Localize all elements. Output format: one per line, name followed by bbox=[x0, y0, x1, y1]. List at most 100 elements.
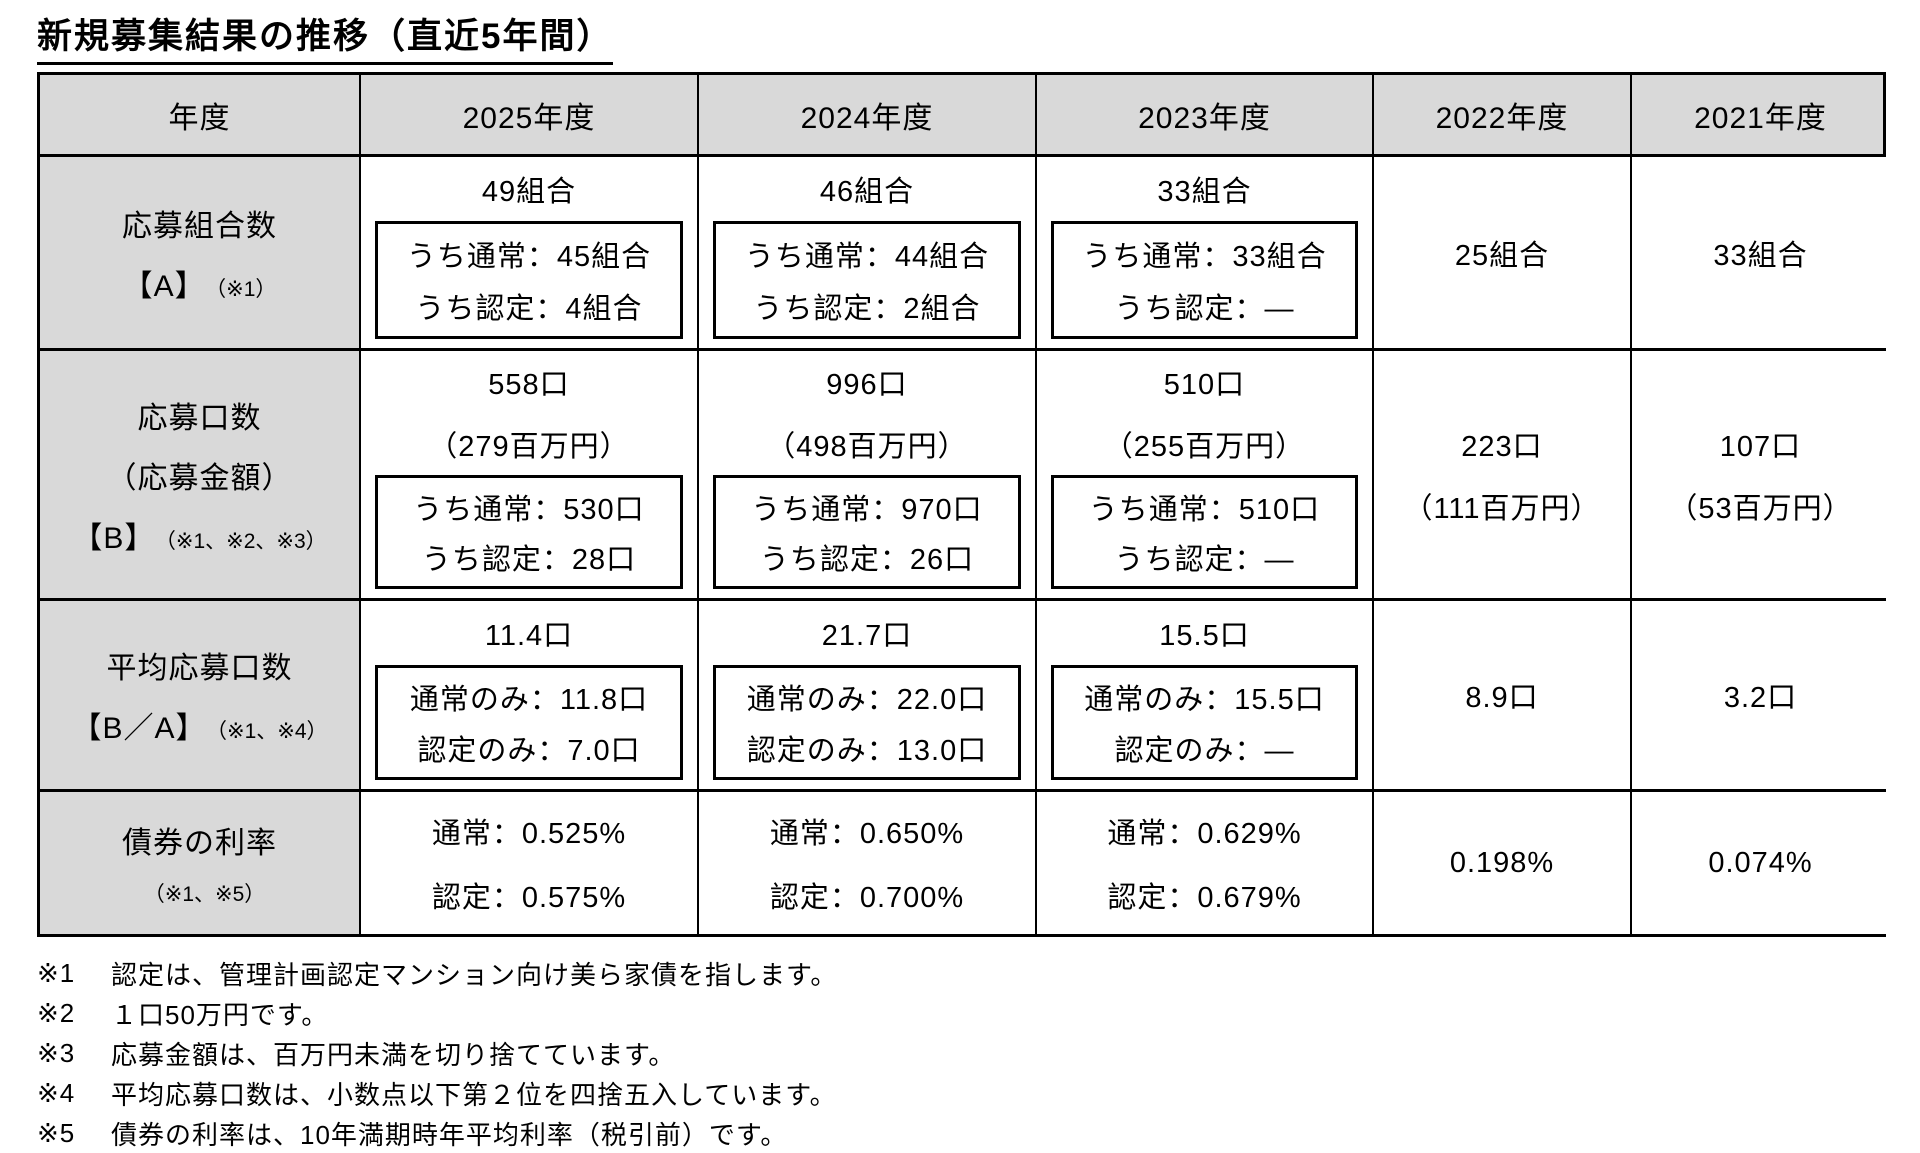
breakdown-certified: うち認定：2組合 bbox=[753, 292, 981, 325]
header-cell-2025: 2025年度 bbox=[361, 75, 699, 154]
breakdown-certified: うち認定：28口 bbox=[421, 544, 637, 576]
breakdown-normal: うち通常：510口 bbox=[1088, 494, 1321, 526]
breakdown-normal: うち通常：44組合 bbox=[744, 241, 990, 274]
footnote-marker: ※1 bbox=[37, 957, 76, 988]
row-label-key: 【B／A】 bbox=[71, 712, 207, 745]
results-table: 年度 2025年度 2024年度 2023年度 2022年度 2021年度 応募… bbox=[37, 72, 1889, 937]
cell-breakdown-box: うち通常：45組合 うち認定：4組合 bbox=[375, 221, 683, 339]
cell-main-amount: （111百万円） bbox=[1403, 492, 1601, 525]
row-label-key: 【A】 bbox=[122, 269, 206, 303]
page-title: 新規募集結果の推移（直近5年間） bbox=[37, 8, 614, 65]
breakdown-normal: 通常のみ：15.5口 bbox=[1084, 684, 1325, 717]
cell-breakdown-box: うち通常：44組合 うち認定：2組合 bbox=[713, 221, 1021, 339]
cell-main-value: 510口 bbox=[1163, 369, 1246, 401]
cell-units-2024: 996口 （498百万円） うち通常：970口 うち認定：26口 bbox=[699, 351, 1037, 598]
rate-certified: 認定：0.575% bbox=[431, 882, 627, 914]
cell-main-value: 558口 bbox=[488, 369, 570, 401]
cell-breakdown-box: 通常のみ：11.8口 認定のみ：7.0口 bbox=[375, 665, 683, 780]
table-row-applied-units: 応募口数 （応募金額） 【B】 （※1、※2、※3） 558口 （279百万円） … bbox=[40, 351, 1889, 601]
row-label-text: 応募組合数 bbox=[122, 209, 277, 243]
row-label-note: （※1、※4） bbox=[216, 720, 328, 743]
cell-main-amount: （255百万円） bbox=[1103, 431, 1306, 463]
cell-unions-2025: 49組合 うち通常：45組合 うち認定：4組合 bbox=[361, 157, 699, 348]
cell-main-value: 49組合 bbox=[481, 176, 577, 208]
row-label-applicant-unions: 応募組合数 【A】 （※1） bbox=[40, 157, 361, 348]
breakdown-certified: 認定のみ：7.0口 bbox=[417, 734, 641, 767]
cell-average-2021: 3.2口 bbox=[1632, 601, 1889, 789]
header-cell-fiscal-year: 年度 bbox=[40, 75, 361, 154]
cell-breakdown-box: うち通常：33組合 うち認定：― bbox=[1051, 221, 1358, 339]
cell-unions-2023: 33組合 うち通常：33組合 うち認定：― bbox=[1037, 157, 1374, 348]
cell-units-2022: 223口 （111百万円） bbox=[1374, 351, 1632, 598]
cell-units-2025: 558口 （279百万円） うち通常：530口 うち認定：28口 bbox=[361, 351, 699, 598]
cell-main-value: 3.2口 bbox=[1723, 682, 1798, 714]
cell-rate-2025: 通常：0.525% 認定：0.575% bbox=[361, 792, 699, 934]
cell-rate-2022: 0.198% bbox=[1374, 792, 1632, 934]
footnote-1: ※1 認定は、管理計画認定マンション向け美ら家債を指します。 bbox=[37, 953, 1920, 993]
cell-main-value: 15.5口 bbox=[1159, 620, 1250, 652]
breakdown-certified: うち認定：― bbox=[1114, 292, 1295, 325]
breakdown-normal: 通常のみ：11.8口 bbox=[409, 684, 649, 717]
cell-unions-2022: 25組合 bbox=[1374, 157, 1632, 348]
breakdown-certified: うち認定：26口 bbox=[759, 544, 975, 576]
cell-main-value: 33組合 bbox=[1157, 176, 1252, 208]
cell-main-value: 223口 bbox=[1461, 430, 1543, 463]
cell-main-value: 46組合 bbox=[819, 176, 915, 208]
breakdown-normal: 通常のみ：22.0口 bbox=[746, 684, 988, 717]
footnotes: ※1 認定は、管理計画認定マンション向け美ら家債を指します。 ※2 １口50万円… bbox=[37, 937, 1920, 1153]
cell-breakdown-box: うち通常：970口 うち認定：26口 bbox=[713, 475, 1021, 589]
cell-units-2023: 510口 （255百万円） うち通常：510口 うち認定：― bbox=[1037, 351, 1374, 598]
table-row-average-units: 平均応募口数 【B／A】 （※1、※4） 11.4口 通常のみ：11.8口 認定の… bbox=[40, 601, 1889, 792]
cell-rate-2024: 通常：0.650% 認定：0.700% bbox=[699, 792, 1037, 934]
header-cell-2024: 2024年度 bbox=[699, 75, 1037, 154]
cell-main-value: 8.9口 bbox=[1465, 682, 1539, 714]
row-label-average-units: 平均応募口数 【B／A】 （※1、※4） bbox=[40, 601, 361, 789]
cell-main-value: 33組合 bbox=[1713, 239, 1808, 272]
breakdown-certified: 認定のみ：― bbox=[1114, 734, 1295, 767]
breakdown-normal: うち通常：45組合 bbox=[406, 241, 652, 274]
cell-unions-2021: 33組合 bbox=[1632, 157, 1889, 348]
footnote-marker: ※4 bbox=[37, 1077, 76, 1108]
table-row-bond-rate: 債券の利率 （※1、※5） 通常：0.525% 認定：0.575% 通常：0.6… bbox=[40, 792, 1889, 934]
row-label-key-line: 【B】 （※1、※2、※3） bbox=[72, 513, 326, 557]
cell-unions-2024: 46組合 うち通常：44組合 うち認定：2組合 bbox=[699, 157, 1037, 348]
cell-breakdown-box: うち通常：530口 うち認定：28口 bbox=[375, 475, 683, 589]
cell-main-amount: （279百万円） bbox=[428, 431, 630, 463]
row-label-note: （※1、※2、※3） bbox=[165, 529, 327, 553]
row-label-text: 応募口数 bbox=[137, 401, 262, 435]
cell-main-value: 21.7口 bbox=[821, 620, 913, 652]
cell-average-2025: 11.4口 通常のみ：11.8口 認定のみ：7.0口 bbox=[361, 601, 699, 789]
header-cell-2022: 2022年度 bbox=[1374, 75, 1632, 154]
row-label-bond-rate: 債券の利率 （※1、※5） bbox=[40, 792, 361, 934]
cell-average-2024: 21.7口 通常のみ：22.0口 認定のみ：13.0口 bbox=[699, 601, 1037, 789]
cell-main-value: 107口 bbox=[1719, 430, 1802, 463]
cell-main-value: 0.074% bbox=[1708, 846, 1813, 879]
footnote-4: ※4 平均応募口数は、小数点以下第２位を四捨五入しています。 bbox=[37, 1073, 1920, 1113]
rate-normal: 通常：0.525% bbox=[431, 818, 627, 850]
row-label-text: 平均応募口数 bbox=[106, 652, 293, 685]
row-label-text2: （応募金額） bbox=[106, 461, 293, 495]
footnote-3: ※3 応募金額は、百万円未満を切り捨てています。 bbox=[37, 1033, 1920, 1073]
row-label-applied-units: 応募口数 （応募金額） 【B】 （※1、※2、※3） bbox=[40, 351, 361, 598]
footnote-text: 平均応募口数は、小数点以下第２位を四捨五入しています。 bbox=[111, 1079, 837, 1110]
footnote-text: 応募金額は、百万円未満を切り捨てています。 bbox=[111, 1039, 676, 1070]
header-cell-2021: 2021年度 bbox=[1694, 101, 1827, 135]
breakdown-certified: 認定のみ：13.0口 bbox=[746, 734, 988, 767]
footnote-text: １口50万円です。 bbox=[111, 999, 329, 1030]
cell-breakdown-box: 通常のみ：15.5口 認定のみ：― bbox=[1051, 665, 1358, 780]
breakdown-normal: うち通常：33組合 bbox=[1082, 241, 1327, 274]
cell-main-amount: （53百万円） bbox=[1668, 492, 1853, 525]
cell-main-value: 996口 bbox=[826, 369, 908, 401]
footnote-marker: ※2 bbox=[37, 997, 76, 1028]
cell-breakdown-box: うち通常：510口 うち認定：― bbox=[1051, 475, 1358, 589]
table-row-applicant-unions: 応募組合数 【A】 （※1） 49組合 うち通常：45組合 うち認定：4組合 46… bbox=[40, 157, 1889, 351]
cell-breakdown-box: 通常のみ：22.0口 認定のみ：13.0口 bbox=[713, 665, 1021, 780]
footnote-5: ※5 債券の利率は、10年満期時年平均利率（税引前）です。 bbox=[37, 1113, 1920, 1153]
cell-rate-2021: 0.074% bbox=[1632, 792, 1889, 934]
cell-rate-2023: 通常：0.629% 認定：0.679% bbox=[1037, 792, 1374, 934]
cell-main-value: 0.198% bbox=[1449, 846, 1555, 879]
row-label-text: 債券の利率 bbox=[122, 827, 277, 860]
row-label-key-line: 【B／A】 （※1、※4） bbox=[71, 703, 327, 747]
breakdown-certified: うち認定：4組合 bbox=[415, 292, 643, 325]
